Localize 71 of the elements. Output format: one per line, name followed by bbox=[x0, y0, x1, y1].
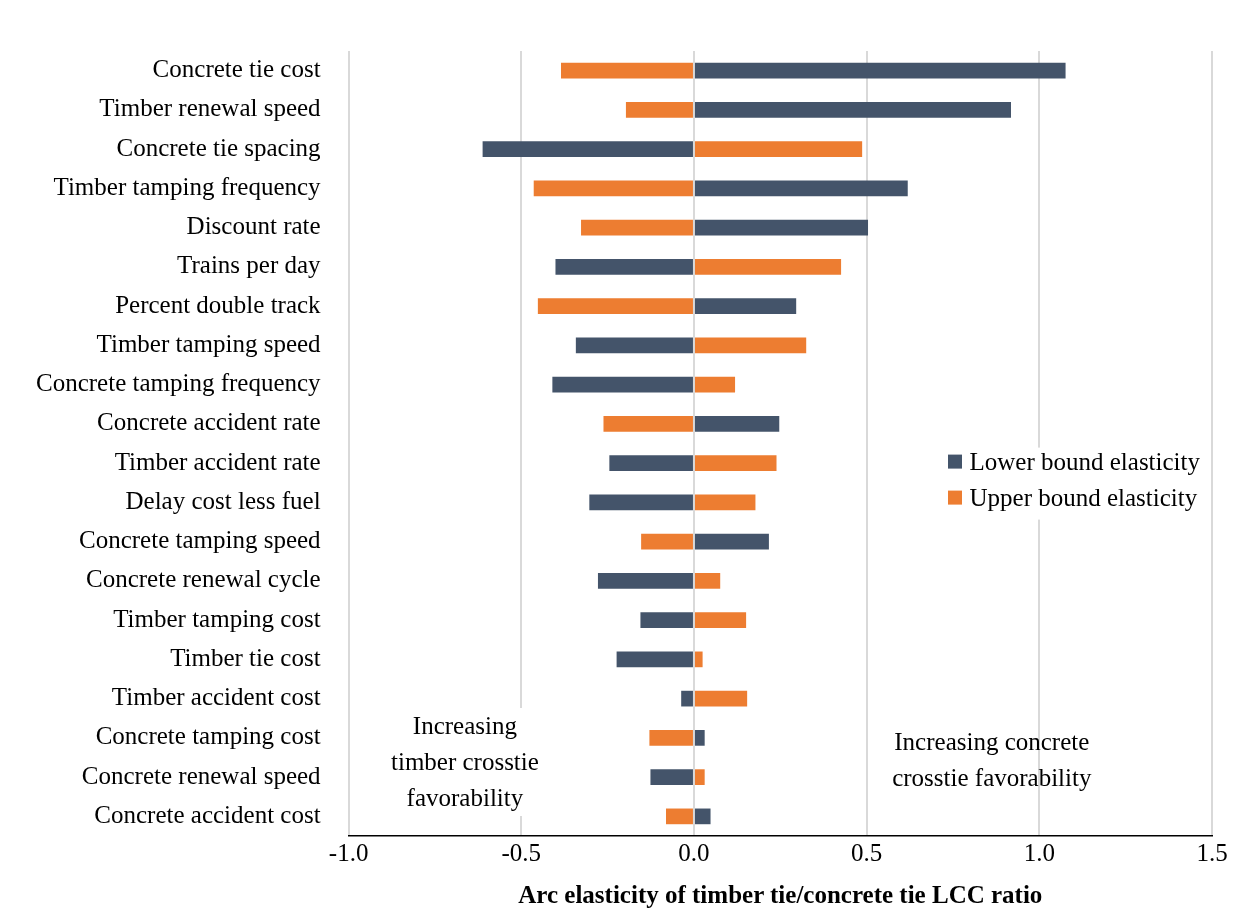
x-tick-label: 1.0 bbox=[1023, 838, 1055, 866]
y-tick-label: Timber tie cost bbox=[170, 643, 321, 671]
bar bbox=[609, 455, 693, 471]
bar bbox=[694, 416, 780, 432]
x-tick-label: -1.0 bbox=[328, 838, 369, 866]
bar bbox=[641, 533, 693, 550]
y-tick-label: Concrete renewal cycle bbox=[86, 565, 321, 593]
bar bbox=[533, 180, 693, 197]
bar bbox=[640, 612, 693, 628]
bar bbox=[589, 494, 693, 511]
bar bbox=[694, 494, 756, 511]
x-axis-title: Arc elasticity of timber tie/concrete tie LCC ratio bbox=[518, 881, 1043, 909]
y-tick-label: Timber renewal speed bbox=[99, 94, 322, 122]
x-tick-label: 0.0 bbox=[678, 838, 710, 866]
bar bbox=[694, 808, 711, 825]
bar bbox=[537, 298, 693, 314]
bar bbox=[575, 337, 693, 354]
y-tick-label: Concrete tamping cost bbox=[95, 722, 321, 750]
x-tick-label: 1.5 bbox=[1196, 838, 1228, 866]
y-tick-label: Percent double track bbox=[115, 290, 322, 318]
y-tick-label: Timber accident cost bbox=[111, 683, 321, 711]
bar bbox=[597, 573, 693, 589]
x-tick-label: 0.5 bbox=[851, 838, 883, 866]
bar bbox=[694, 651, 703, 668]
y-tick-label: Concrete renewal speed bbox=[81, 761, 322, 789]
legend-label: Upper bound elasticity bbox=[969, 483, 1198, 512]
bar bbox=[694, 376, 736, 393]
bar bbox=[694, 730, 705, 746]
y-tick-label: Concrete accident rate bbox=[97, 408, 321, 436]
y-tick-label: Concrete tie cost bbox=[152, 55, 321, 83]
bar bbox=[482, 141, 693, 157]
bar bbox=[694, 259, 842, 275]
bar bbox=[681, 690, 693, 707]
y-tick-label: Concrete tie spacing bbox=[116, 133, 322, 161]
y-tick-label: Delay cost less fuel bbox=[125, 486, 321, 514]
bar bbox=[603, 416, 693, 432]
y-tick-label: Trains per day bbox=[177, 251, 322, 279]
y-tick-label: Concrete accident cost bbox=[94, 800, 321, 828]
bar bbox=[694, 141, 863, 157]
y-tick-label: Timber tamping cost bbox=[113, 604, 321, 632]
bar bbox=[694, 337, 807, 354]
bar bbox=[694, 180, 908, 197]
annotation: Increasing timber crosstie favorability bbox=[378, 708, 552, 816]
y-tick-label: Discount rate bbox=[186, 212, 321, 240]
bar bbox=[694, 298, 797, 314]
bar bbox=[694, 219, 869, 236]
bar bbox=[616, 651, 693, 668]
y-tick-label: Timber accident rate bbox=[114, 447, 321, 475]
annotation: Increasing concrete crosstie favorability bbox=[891, 727, 1093, 793]
bar bbox=[694, 612, 747, 628]
bar bbox=[694, 62, 1066, 79]
y-tick-label: Timber tamping frequency bbox=[53, 172, 322, 200]
bar bbox=[694, 102, 1011, 118]
bar bbox=[665, 808, 693, 825]
bar bbox=[552, 376, 693, 393]
bar bbox=[694, 533, 769, 550]
bar bbox=[555, 259, 693, 275]
bar bbox=[561, 62, 693, 79]
y-tick-label: Concrete tamping frequency bbox=[36, 369, 322, 397]
bar bbox=[650, 769, 693, 785]
y-tick-label: Concrete tamping speed bbox=[79, 526, 322, 554]
bar bbox=[694, 573, 721, 589]
bar bbox=[694, 455, 777, 471]
bar bbox=[694, 769, 705, 785]
y-tick-label: Timber tamping speed bbox=[96, 329, 322, 357]
bar bbox=[649, 730, 693, 746]
bar bbox=[581, 219, 693, 236]
legend-label: Lower bound elasticity bbox=[969, 447, 1200, 476]
bar bbox=[694, 690, 748, 707]
x-tick-label: -0.5 bbox=[501, 838, 542, 866]
bar bbox=[625, 102, 693, 118]
